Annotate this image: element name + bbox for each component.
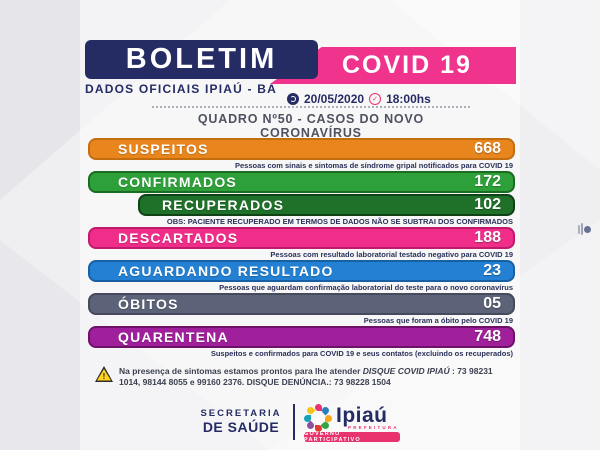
stat-label: ÓBITOS: [118, 296, 179, 312]
edge-watermark-icon: [565, 223, 591, 235]
stat-caption: Pessoas com sinais e sintomas de síndrom…: [234, 161, 513, 170]
hotline-prefix: Na presença de sintomas estamos prontos …: [119, 366, 363, 376]
boletim-banner: BOLETIM: [85, 40, 318, 79]
stat-bar: DESCARTADOS 188: [88, 227, 515, 249]
stat-label: CONFIRMADOS: [118, 174, 237, 190]
stat-label: DESCARTADOS: [118, 230, 239, 246]
clock-icon: ✓: [369, 93, 382, 105]
stat-row: RECUPERADOS 102 OBS: PACIENTE RECUPERADO…: [88, 194, 515, 226]
stat-value: 23: [483, 262, 501, 279]
hotline-notice: ! Na presença de sintomas estamos pronto…: [95, 366, 515, 387]
time-text: 18:00hs: [386, 92, 431, 106]
warning-glyph: !: [102, 372, 106, 381]
page-title: BOLETIM: [125, 43, 278, 75]
stat-value: 172: [474, 173, 501, 190]
stat-label: SUSPEITOS: [118, 141, 209, 157]
hotline-numbers: : 73 98231 1014, 98144 8055 e 99160 2376…: [119, 366, 493, 387]
org-line1: SECRETARIA: [200, 408, 282, 419]
stat-label: RECUPERADOS: [162, 197, 285, 213]
stat-row: DESCARTADOS 188 Pessoas com resultado la…: [88, 227, 515, 259]
stat-value: 05: [483, 295, 501, 312]
stat-row: ÓBITOS 05 Pessoas que foram a óbito pelo…: [88, 293, 515, 325]
stat-bar: ÓBITOS 05: [88, 293, 515, 315]
stat-value: 102: [474, 196, 501, 213]
stat-row: SUSPEITOS 668 Pessoas com sinais e sinto…: [88, 138, 515, 170]
calendar-icon: [287, 93, 299, 105]
dateline: 20/05/2020 ✓ 18:00hs: [287, 92, 431, 106]
city-logo-text: Ipiaú: [336, 404, 388, 427]
stat-bar: RECUPERADOS 102: [138, 194, 515, 216]
org-line2: DE SAÚDE: [202, 419, 280, 435]
warning-icon: !: [95, 366, 113, 382]
stat-value: 668: [474, 140, 501, 157]
footer-divider: [293, 404, 295, 440]
stat-label: QUARENTENA: [118, 329, 229, 345]
official-data-subtitle: DADOS OFICIAIS IPIAÚ - BA: [85, 82, 278, 96]
date-text: 20/05/2020: [304, 92, 365, 106]
stat-row: CONFIRMADOS 172: [88, 171, 515, 193]
stat-caption: Suspeitos e confirmados para COVID 19 e …: [210, 349, 513, 358]
stat-row: AGUARDANDO RESULTADO 23 Pessoas que agua…: [88, 260, 515, 292]
stats-list: SUSPEITOS 668 Pessoas com sinais e sinto…: [88, 138, 515, 359]
stat-bar: QUARENTENA 748: [88, 326, 515, 348]
stat-caption: Pessoas que foram a óbito pelo COVID 19: [363, 316, 513, 325]
stat-row: QUARENTENA 748 Suspeitos e confirmados p…: [88, 326, 515, 358]
city-logo-subtext: PREFEITURA: [348, 425, 399, 430]
stat-bar: SUSPEITOS 668: [88, 138, 515, 160]
stat-caption: Pessoas que aguardam confirmação laborat…: [219, 283, 513, 292]
stat-value: 748: [474, 328, 501, 345]
stat-caption: Pessoas com resultado laboratorial testa…: [270, 250, 513, 259]
city-logo-icon: [304, 404, 332, 432]
stat-value: 188: [474, 229, 501, 246]
covid-banner-label: COVID 19: [342, 51, 472, 79]
government-banner: GOVERNO PARTICIPATIVO: [304, 431, 400, 443]
hotline-text: Na presença de sintomas estamos prontos …: [119, 366, 515, 387]
stat-bar: AGUARDANDO RESULTADO 23: [88, 260, 515, 282]
stat-label: AGUARDANDO RESULTADO: [118, 263, 334, 279]
health-secretary-label: SECRETARIA DE SAÚDE: [195, 408, 287, 435]
footer: SECRETARIA DE SAÚDE Ipiaú PREFEITURA GOV…: [0, 402, 600, 446]
hotline-name: DISQUE COVID IPIAÚ: [362, 366, 450, 376]
stat-caption: OBS: PACIENTE RECUPERADO EM TERMOS DE DA…: [166, 217, 513, 226]
stat-bar: CONFIRMADOS 172: [88, 171, 515, 193]
